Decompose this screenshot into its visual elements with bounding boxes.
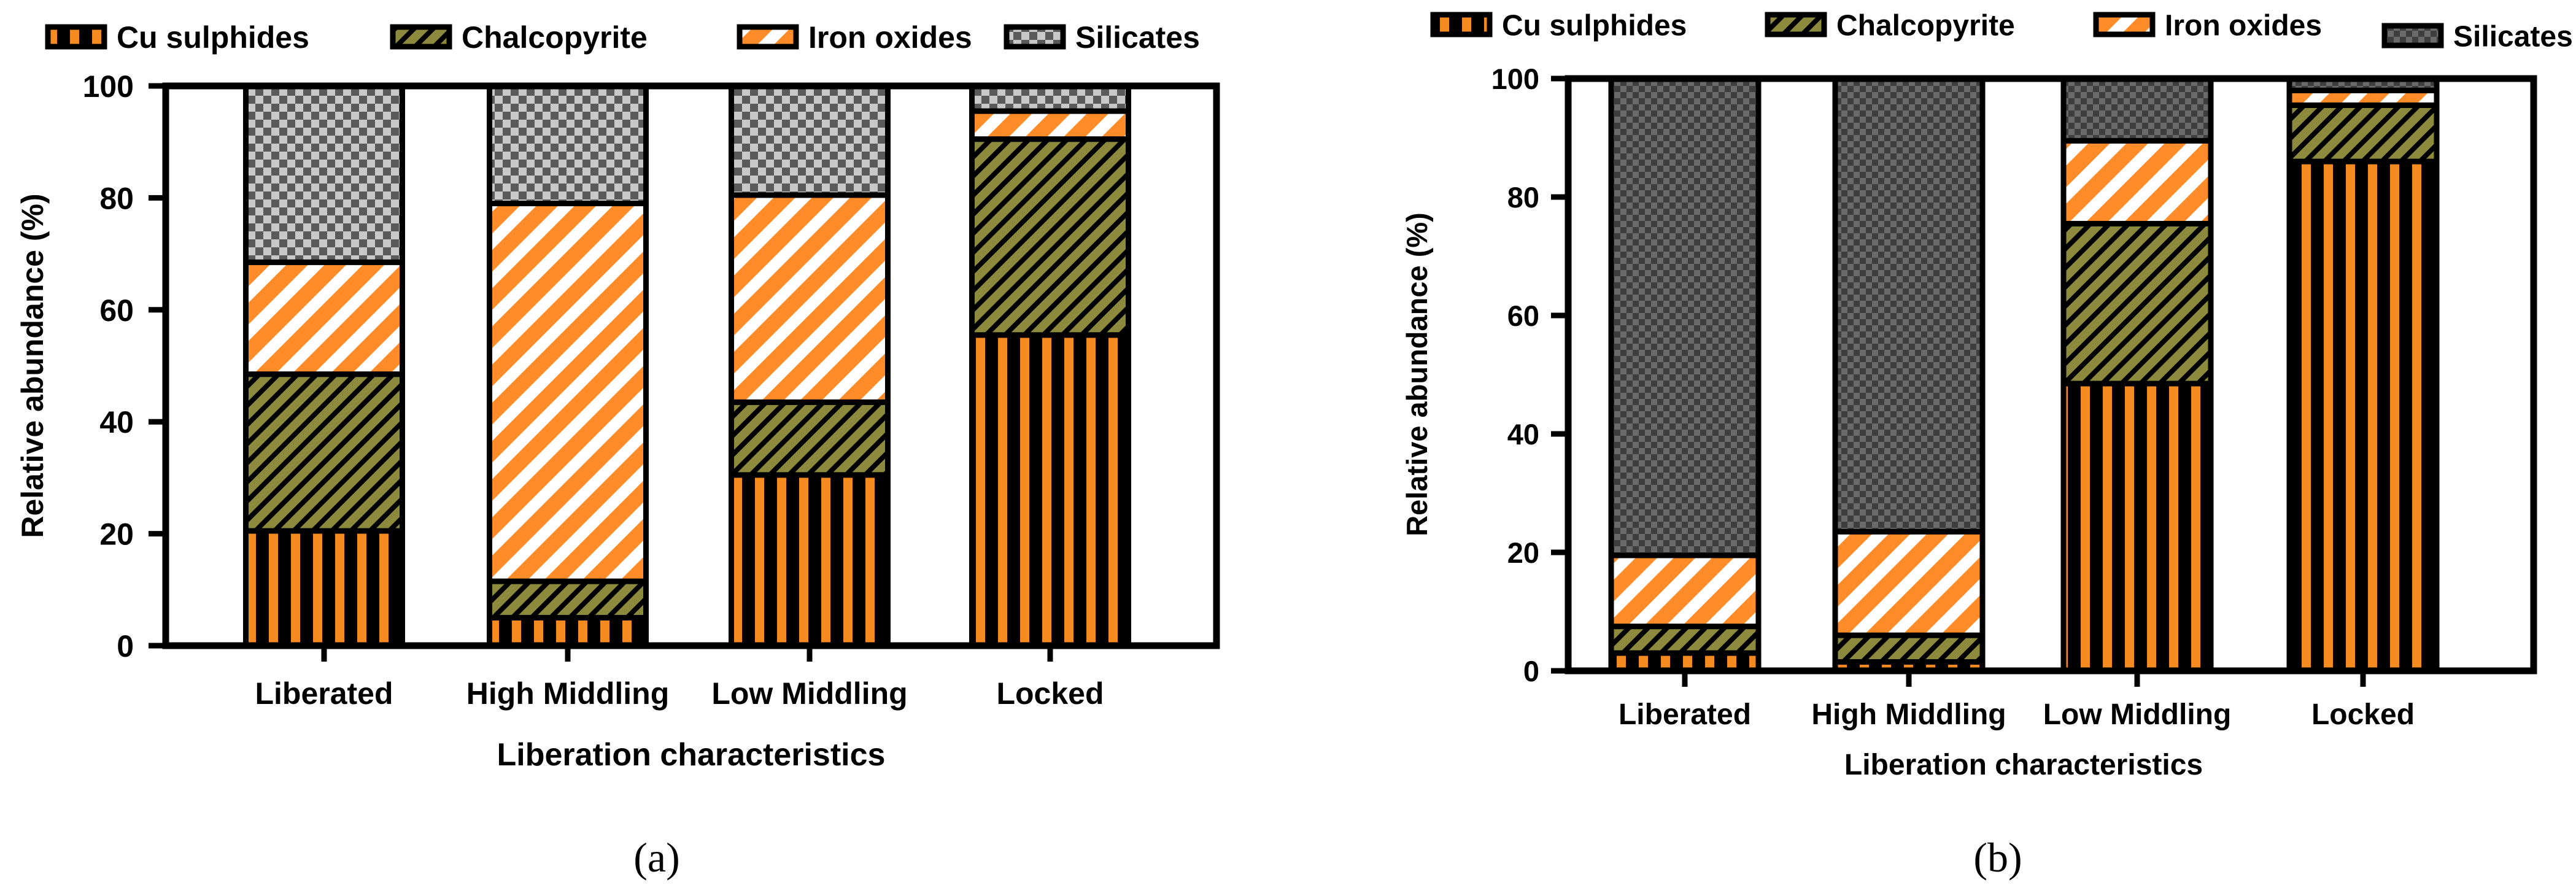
bar-high-middling-cu-sulphides <box>487 614 649 649</box>
x-axis-label: Liberation characteristics <box>497 737 886 773</box>
bar-liberated-iron-oxides <box>243 259 405 377</box>
legend-swatch-chalcopyrite <box>390 24 452 50</box>
legend-swatch-iron-oxides <box>737 24 799 50</box>
bar-high-middling-iron-oxides <box>1832 528 1986 638</box>
legend-label-chalcopyrite: Chalcopyrite <box>1836 9 2015 42</box>
bar-low-middling-cu-sulphides <box>2060 381 2214 674</box>
bar-liberated-cu-sulphides <box>243 528 405 649</box>
bar-locked-cu-sulphides <box>2286 158 2440 674</box>
bar-low-middling-iron-oxides <box>2060 137 2214 226</box>
plot-area-frame <box>1565 75 2537 675</box>
bar-low-middling-silicates <box>729 83 891 198</box>
legend-swatch-cu-sulphides <box>1430 12 1493 37</box>
bar-liberated-chalcopyrite <box>1608 624 1762 656</box>
bar-low-middling-iron-oxides <box>729 192 891 405</box>
y-axis-label: Relative abundance (%) <box>15 193 50 538</box>
bar-high-middling-iron-oxides <box>487 201 649 584</box>
bar-low-middling-silicates <box>2060 75 2214 144</box>
bar-high-middling-silicates <box>487 83 649 207</box>
legend-label-chalcopyrite: Chalcopyrite <box>462 20 648 55</box>
x-tick-label: Liberated <box>255 676 393 711</box>
x-tick-label: Low Middling <box>711 676 907 711</box>
y-tick-label: 60 <box>1507 300 1539 332</box>
panel-caption-a: (a) <box>633 834 679 881</box>
bar-locked-silicates <box>969 83 1131 114</box>
x-tick-label: Locked <box>996 676 1104 711</box>
bar-high-middling-chalcopyrite <box>487 578 649 620</box>
chart-panel-b: Liberated High Middling Low Middling Locked… <box>1401 9 2573 881</box>
bar-locked-cu-sulphides <box>969 332 1131 649</box>
legend-label-cu-sulphides: Cu sulphides <box>117 20 309 55</box>
bar-low-middling-chalcopyrite <box>729 399 891 478</box>
legend-swatch-cu-sulphides <box>45 24 107 50</box>
bar-high-middling-chalcopyrite <box>1832 632 1986 665</box>
legend-swatch-iron-oxides <box>2093 12 2156 37</box>
bar-high-middling-silicates <box>1832 75 1986 535</box>
y-tick-label: 80 <box>99 181 134 215</box>
legend-label-silicates: Silicates <box>1075 20 1200 55</box>
bar-locked-chalcopyrite <box>969 136 1131 338</box>
plot-area-frame <box>162 82 1220 649</box>
y-tick-label: 0 <box>1523 655 1539 687</box>
y-tick-label: 40 <box>1507 418 1539 450</box>
x-tick-label: Liberated <box>1619 698 1751 731</box>
x-tick-label: High Middling <box>466 676 669 711</box>
y-tick-label: 100 <box>83 69 134 104</box>
bar-locked-chalcopyrite <box>2286 102 2440 164</box>
y-tick-label: 100 <box>1491 63 1539 95</box>
bar-liberated-chalcopyrite <box>243 371 405 534</box>
legend-swatch-silicates <box>1004 24 1066 50</box>
bar-locked-iron-oxides <box>969 108 1131 142</box>
y-tick-label: 20 <box>1507 536 1539 569</box>
bar-liberated-silicates <box>1608 75 1762 559</box>
legend-swatch-chalcopyrite <box>1765 12 1827 37</box>
panel-caption-b: (b) <box>1973 834 2022 881</box>
y-tick-label: 20 <box>99 517 134 552</box>
legend: Cu sulphides Chalcopyrite Iron oxides Silic… <box>45 20 1200 55</box>
bar-low-middling-cu-sulphides <box>729 472 891 649</box>
legend-label-iron-oxides: Iron oxides <box>2165 9 2322 42</box>
y-axis-label: Relative abundance (%) <box>1401 212 1433 536</box>
bar-liberated-silicates <box>243 83 405 265</box>
y-tick-label: 60 <box>99 293 134 328</box>
legend-label-iron-oxides: Iron oxides <box>808 20 972 55</box>
y-tick-label: 0 <box>117 629 134 663</box>
bar-liberated-iron-oxides <box>1608 552 1762 630</box>
legend-swatch-silicates <box>2381 23 2444 48</box>
x-tick-label: Low Middling <box>2043 698 2232 731</box>
x-axis-label: Liberation characteristics <box>1844 749 2203 781</box>
legend-label-cu-sulphides: Cu sulphides <box>1502 9 1687 42</box>
legend-label-silicates: Silicates <box>2453 20 2573 53</box>
x-tick-label: Locked <box>2311 698 2415 731</box>
legend: Cu sulphides Chalcopyrite Iron oxides Silic… <box>1430 9 2573 53</box>
x-tick-label: High Middling <box>1811 698 2006 731</box>
chart-panel-a: Liberated High Middling Low Middling Locked… <box>15 20 1220 881</box>
bar-low-middling-chalcopyrite <box>2060 220 2214 387</box>
y-tick-label: 40 <box>99 405 134 439</box>
y-tick-label: 80 <box>1507 181 1539 214</box>
